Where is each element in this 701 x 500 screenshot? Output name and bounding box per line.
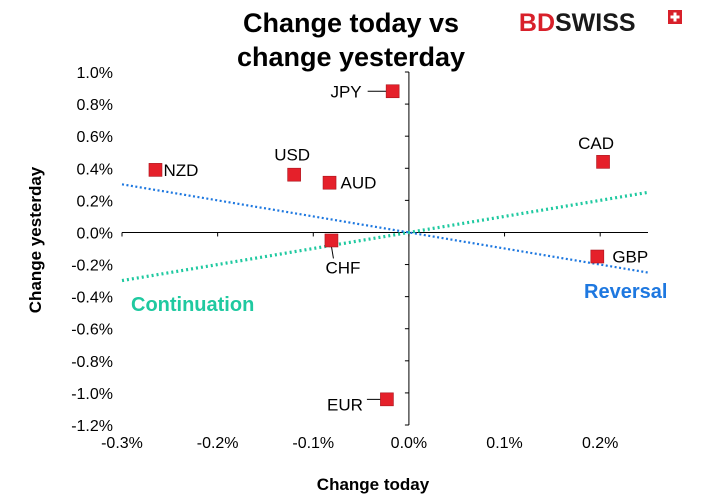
axes <box>122 72 648 425</box>
leader-line-chf <box>330 246 334 259</box>
point-marker-chf <box>324 233 339 248</box>
point-label-jpy: JPY <box>330 82 361 101</box>
y-axis-ticks: 1.0% 0.8% 0.6% 0.4% 0.2% 0.0% -0.2% -0.4% -0.6% -… <box>71 65 409 435</box>
x-tick-label: 0.1% <box>486 435 522 452</box>
point-marker-cad <box>596 155 610 169</box>
point-label-chf: CHF <box>325 258 360 277</box>
point-label-aud: AUD <box>341 174 377 193</box>
y-tick-label: 0.0% <box>77 225 113 242</box>
chart-title-line-2: change yesterday <box>237 42 465 72</box>
y-tick-label: 0.4% <box>77 161 113 178</box>
point-label-nzd: NZD <box>163 161 198 180</box>
data-points: JPY CAD NZD USD AUD CHF GBP EUR <box>148 82 648 414</box>
x-axis-ticks: -0.3% -0.2% -0.1% 0.0% 0.1% 0.2% <box>101 232 618 452</box>
trend-lines <box>121 183 649 283</box>
chart-title-line-1: Change today vs <box>243 8 459 38</box>
y-tick-label: -0.4% <box>71 290 113 307</box>
y-tick-label: 0.6% <box>77 129 113 146</box>
logo-text-swiss: SWISS <box>555 9 636 37</box>
y-axis-title: Change yesterday <box>26 166 45 313</box>
swiss-cross-icon <box>668 10 682 24</box>
y-tick-label: 0.2% <box>77 193 113 210</box>
logo-text-bd: BD <box>519 9 555 37</box>
y-tick-label: 0.8% <box>77 97 113 114</box>
x-tick-label: -0.1% <box>292 435 334 452</box>
continuation-annotation: Continuation <box>131 294 254 316</box>
trend-line-reversal <box>121 183 649 274</box>
point-marker-jpy <box>385 84 400 99</box>
x-axis-title: Change today <box>317 475 430 494</box>
point-label-gbp: GBP <box>612 248 648 267</box>
y-tick-label: -0.6% <box>71 322 113 339</box>
y-tick-label: -0.8% <box>71 354 113 371</box>
point-marker-gbp <box>590 249 605 264</box>
point-label-eur: EUR <box>327 395 363 414</box>
point-label-usd: USD <box>274 146 310 165</box>
point-marker-nzd <box>148 163 163 177</box>
point-marker-usd <box>287 167 301 182</box>
x-tick-label: 0.0% <box>391 435 427 452</box>
y-tick-label: -1.0% <box>71 386 113 403</box>
x-tick-label: -0.2% <box>197 435 239 452</box>
y-tick-label: -1.2% <box>71 418 113 435</box>
bdswiss-logo: BD SWISS <box>519 9 682 37</box>
point-marker-eur <box>380 392 394 407</box>
point-label-cad: CAD <box>578 134 614 153</box>
point-marker-aud <box>322 175 337 190</box>
y-tick-label: -0.2% <box>71 258 113 275</box>
y-tick-label: 1.0% <box>77 65 113 82</box>
reversal-annotation: Reversal <box>584 281 667 303</box>
x-tick-label: 0.2% <box>582 435 618 452</box>
x-tick-label: -0.3% <box>101 435 143 452</box>
trend-line-continuation <box>121 190 649 283</box>
